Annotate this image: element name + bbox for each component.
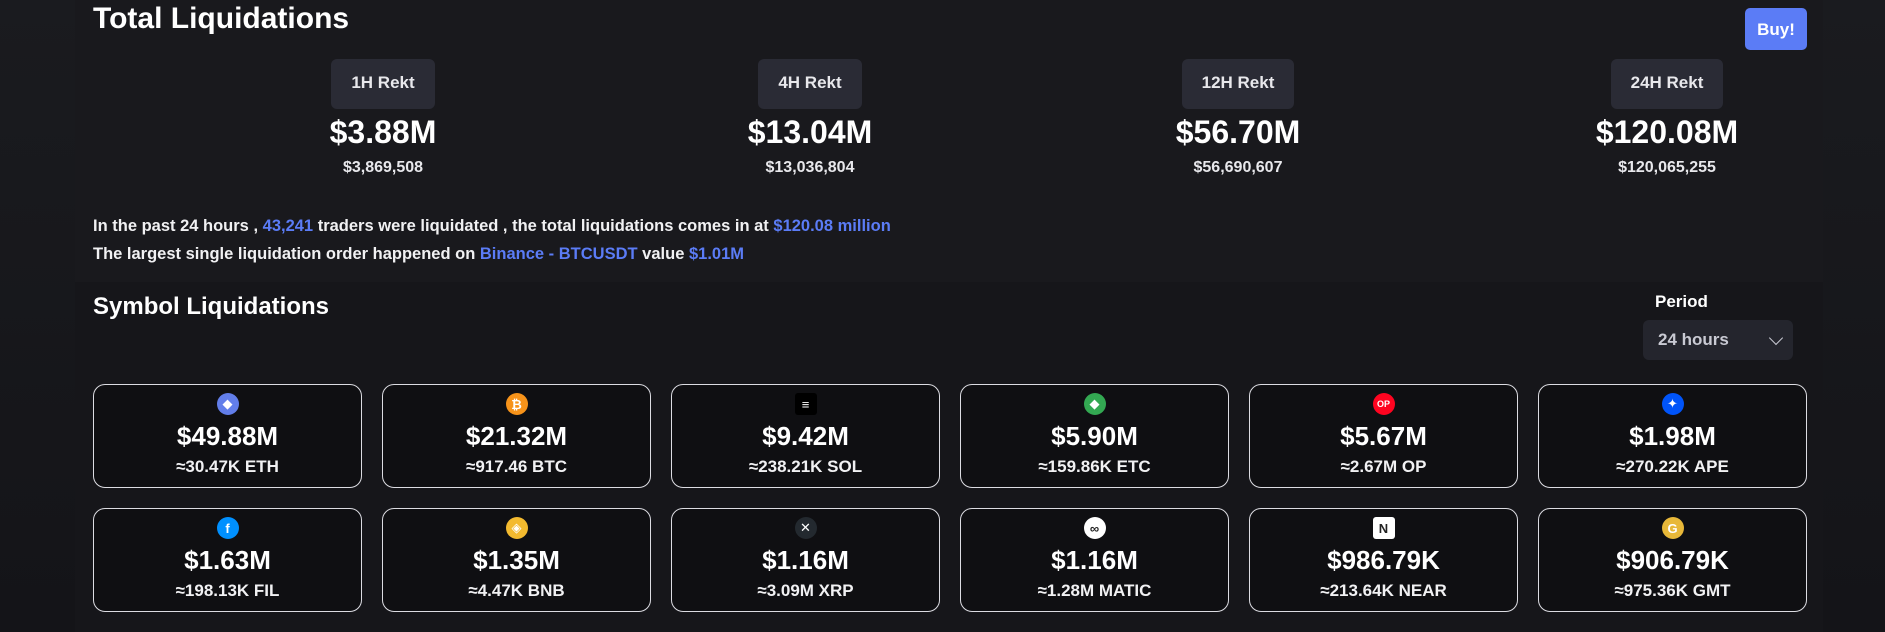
page-title: Total Liquidations [93, 2, 350, 35]
ape-icon: ✦ [1661, 393, 1684, 415]
summary-line-1: In the past 24 hours , 43,241 traders we… [93, 212, 891, 240]
btc-icon: ₿ [505, 393, 528, 415]
op-icon: OP [1372, 393, 1395, 415]
stat-4h-exact: $13,036,804 [765, 159, 855, 176]
chevron-down-icon [1768, 330, 1784, 346]
symbol-card-value: $1.63M [184, 545, 271, 575]
symbol-card-value: $21.32M [465, 421, 568, 451]
symbol-card-value: $906.79K [1616, 545, 1729, 575]
etc-icon: ◆ [1083, 393, 1106, 415]
symbol-card-value: $1.16M [1051, 545, 1138, 575]
liquidation-summary: In the past 24 hours , 43,241 traders we… [93, 212, 891, 268]
buy-button[interactable]: Buy! [1745, 8, 1807, 50]
period-value: 24 hours [1658, 330, 1729, 349]
symbol-card-amount: ≈198.13K FIL [175, 581, 280, 600]
largest-order-exchange-link[interactable]: Binance - BTCUSDT [479, 245, 638, 263]
symbol-card-value: $1.98M [1629, 421, 1716, 451]
fil-icon: f [216, 517, 239, 539]
symbol-card-amount: ≈3.09M XRP [757, 581, 854, 600]
symbol-card-value: $1.35M [473, 545, 560, 575]
stat-1h-exact: $3,869,508 [342, 159, 424, 176]
near-icon: N [1372, 517, 1395, 539]
xrp-icon: ✕ [794, 517, 817, 539]
symbol-card[interactable]: ✕ $1.16M ≈3.09M XRP [671, 508, 940, 612]
liquidations-panel: Total Liquidations Buy! 1H Rekt $3.88M $… [75, 0, 1823, 632]
sol-icon: ≡ [794, 393, 817, 415]
symbol-card-amount: ≈238.21K SOL [748, 457, 863, 476]
symbol-card-value: $5.67M [1340, 421, 1427, 451]
largest-order-value: $1.01M [688, 245, 745, 263]
stat-1h: 1H Rekt $3.88M $3,869,508 [233, 59, 533, 177]
stat-24h-value: $120.08M [1595, 114, 1739, 150]
stat-24h-exact: $120,065,255 [1618, 159, 1716, 176]
symbol-card[interactable]: ◆ $49.88M ≈30.47K ETH [93, 384, 362, 488]
symbol-card[interactable]: ✦ $1.98M ≈270.22K APE [1538, 384, 1807, 488]
symbol-card[interactable]: N $986.79K ≈213.64K NEAR [1249, 508, 1518, 612]
summary-text: value [642, 245, 685, 263]
tab-1h-rekt[interactable]: 1H Rekt [331, 59, 435, 109]
symbol-card[interactable]: G $906.79K ≈975.36K GMT [1538, 508, 1807, 612]
symbol-card[interactable]: OP $5.67M ≈2.67M OP [1249, 384, 1518, 488]
stat-4h: 4H Rekt $13.04M $13,036,804 [660, 59, 960, 177]
symbol-card-amount: ≈30.47K ETH [176, 457, 279, 476]
symbol-card[interactable]: ∞ $1.16M ≈1.28M MATIC [960, 508, 1229, 612]
traders-count: 43,241 [262, 217, 314, 235]
symbol-card[interactable]: f $1.63M ≈198.13K FIL [93, 508, 362, 612]
period-select[interactable]: 24 hours [1643, 320, 1793, 360]
symbol-card-value: $986.79K [1327, 545, 1440, 575]
symbol-card-value: $5.90M [1051, 421, 1138, 451]
total-liquidations-value: $120.08 million [773, 217, 891, 235]
symbol-card-value: $9.42M [762, 421, 849, 451]
tab-12h-rekt[interactable]: 12H Rekt [1181, 59, 1295, 109]
eth-icon: ◆ [216, 393, 239, 415]
stat-12h: 12H Rekt $56.70M $56,690,607 [1088, 59, 1388, 177]
symbol-liquidations-title: Symbol Liquidations [93, 293, 330, 320]
symbol-card[interactable]: ₿ $21.32M ≈917.46 BTC [382, 384, 651, 488]
symbol-card-amount: ≈213.64K NEAR [1320, 581, 1447, 600]
period-label: Period [1655, 292, 1708, 311]
stat-12h-exact: $56,690,607 [1193, 159, 1283, 176]
symbol-card[interactable]: ◆ $5.90M ≈159.86K ETC [960, 384, 1229, 488]
symbol-cards-grid: ◆ $49.88M ≈30.47K ETH ₿ $21.32M ≈917.46 BTC ≡ $… [93, 384, 1807, 612]
gmt-icon: G [1661, 517, 1684, 539]
summary-text: In the past 24 hours , [93, 217, 259, 235]
stat-1h-value: $3.88M [329, 114, 437, 150]
summary-text: traders were liquidated , the total liqu… [317, 217, 769, 235]
symbol-card-amount: ≈1.28M MATIC [1037, 581, 1152, 600]
stat-4h-value: $13.04M [747, 114, 873, 150]
symbol-card-value: $1.16M [762, 545, 849, 575]
symbol-card-amount: ≈2.67M OP [1340, 457, 1427, 476]
symbol-card-value: $49.88M [176, 421, 279, 451]
symbol-card-amount: ≈4.47K BNB [468, 581, 565, 600]
tab-24h-rekt[interactable]: 24H Rekt [1610, 59, 1724, 109]
bnb-icon: ◈ [505, 517, 528, 539]
stat-24h: 24H Rekt $120.08M $120,065,255 [1517, 59, 1817, 177]
symbol-card-amount: ≈917.46 BTC [466, 457, 567, 476]
stat-12h-value: $56.70M [1175, 114, 1301, 150]
total-liquidations-section: Total Liquidations Buy! 1H Rekt $3.88M $… [75, 0, 1823, 282]
matic-icon: ∞ [1083, 517, 1106, 539]
symbol-card-amount: ≈270.22K APE [1616, 457, 1729, 476]
symbol-card-amount: ≈975.36K GMT [1614, 581, 1731, 600]
summary-line-2: The largest single liquidation order hap… [93, 240, 891, 268]
tab-4h-rekt[interactable]: 4H Rekt [758, 59, 862, 109]
symbol-card[interactable]: ◈ $1.35M ≈4.47K BNB [382, 508, 651, 612]
summary-text: The largest single liquidation order hap… [93, 245, 476, 263]
symbol-card-amount: ≈159.86K ETC [1038, 457, 1151, 476]
symbol-card[interactable]: ≡ $9.42M ≈238.21K SOL [671, 384, 940, 488]
